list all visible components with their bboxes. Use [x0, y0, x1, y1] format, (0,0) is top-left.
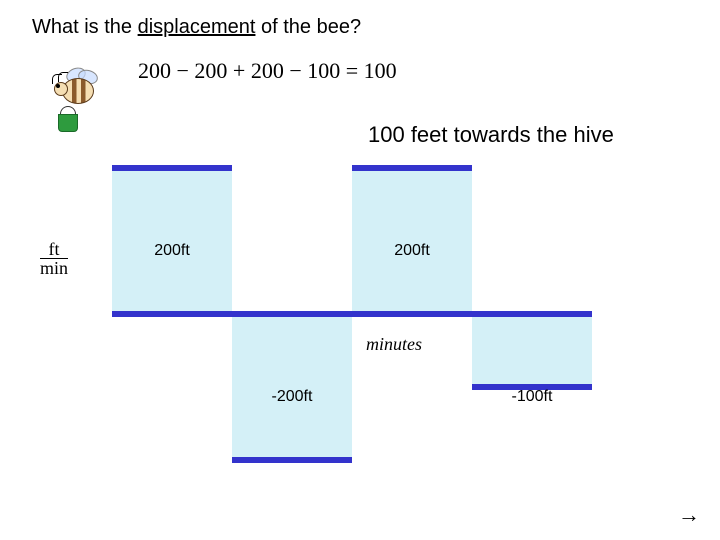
bar-label: 200ft [352, 242, 472, 260]
answer-text: 100 feet towards the hive [368, 122, 614, 148]
chart-bar-cap [232, 311, 352, 317]
chart-bar-cap [112, 311, 232, 317]
y-axis-denominator: min [40, 259, 68, 277]
chart-bar [232, 314, 352, 460]
chart-bar-cap [352, 311, 472, 317]
chart-bar [112, 168, 232, 314]
question-prefix: What is the [32, 16, 138, 38]
chart-bar-cap [232, 457, 352, 463]
y-axis-numerator: ft [40, 240, 68, 259]
displacement-equation: 200 − 200 + 200 − 100 = 100 [138, 58, 397, 84]
y-axis-label: ft min [40, 240, 68, 277]
bee-illustration [36, 68, 116, 138]
chart-bar-cap [472, 311, 592, 317]
chart-bar-cap [112, 165, 232, 171]
chart-bar [352, 168, 472, 314]
question-underlined: displacement [138, 16, 256, 38]
velocity-chart: 200ft -200ft 200ft -100ft [82, 168, 662, 508]
bar-label: -100ft [472, 388, 592, 406]
bee-eye-icon [56, 84, 60, 88]
bar-label: 200ft [112, 242, 232, 260]
bucket-icon [58, 114, 78, 132]
question-text: What is the displacement of the bee? [32, 16, 361, 39]
bar-label: -200ft [232, 388, 352, 406]
chart-bar [472, 314, 592, 387]
bee-antenna-icon [58, 72, 68, 82]
question-suffix: of the bee? [255, 16, 361, 38]
chart-bar-cap [352, 165, 472, 171]
next-arrow-icon[interactable]: → [678, 502, 700, 528]
